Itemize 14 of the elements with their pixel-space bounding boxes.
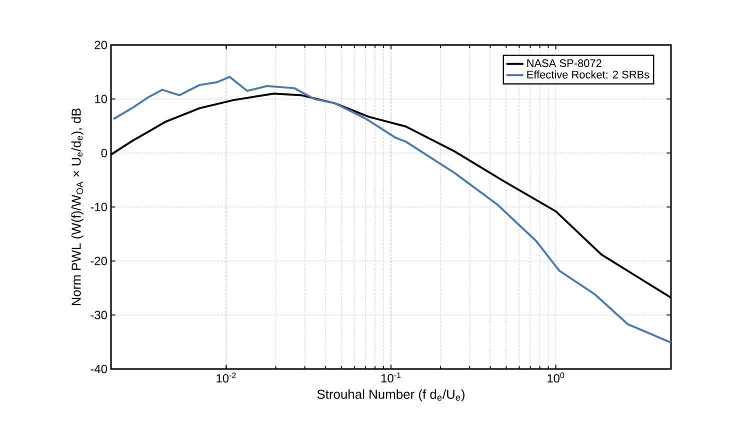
legend-label: NASA SP-8072 xyxy=(527,59,602,68)
legend-label: Effective Rocket: 2 SRBs xyxy=(527,70,650,78)
x-tick-label: 10$^{-1}$ xyxy=(381,372,401,382)
x-tick-label: 10$^{-2}$ xyxy=(216,372,236,383)
y-tick-label: 20 xyxy=(94,40,108,50)
x-axis-title: Strouhal Number (f d$_{e}$/U$_{e}$) xyxy=(317,389,464,402)
y-tick-label: -40 xyxy=(90,364,108,374)
y-tick-label: -30 xyxy=(90,310,108,320)
y-tick-label: -20 xyxy=(90,256,108,266)
x-tick-label: 10$^{0}$ xyxy=(548,372,564,383)
y-tick-label: 10 xyxy=(95,94,108,104)
y-tick-label: -10 xyxy=(90,202,108,212)
y-tick-label: 0 xyxy=(101,148,108,158)
y-axis-title: Norm PWL (W(f)/W$_{OA}$ × U$_{e}$/d$_{e}$), dB xyxy=(71,108,84,306)
